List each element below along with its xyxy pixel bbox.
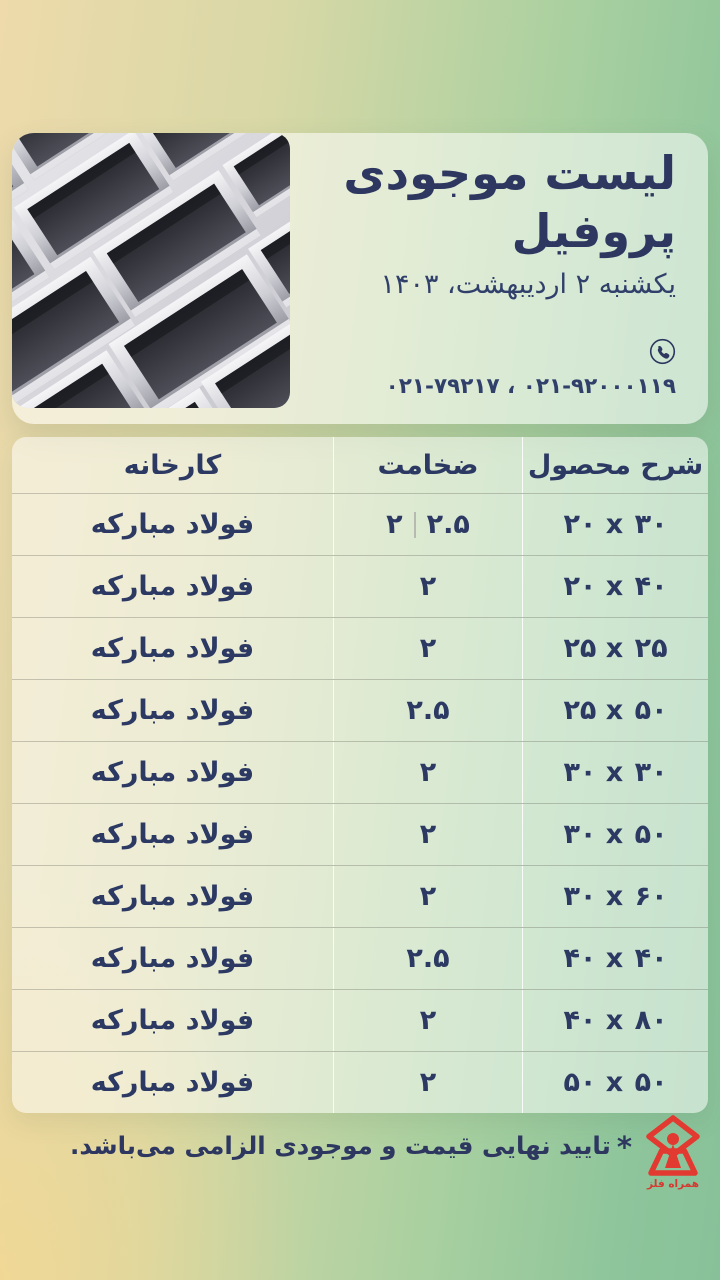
- factory-cell: فولاد مبارکه: [90, 695, 255, 726]
- table-row: ۴۰ x ۴۰ ۲.۵ فولاد مبارکه: [12, 927, 708, 989]
- page-title: لیست موجودی پروفیل: [308, 145, 676, 261]
- header-card: لیست موجودی پروفیل یکشنبه ۲ اردیبهشت، ۱۴…: [12, 133, 708, 424]
- table-row: ۲۵ x ۵۰ ۲.۵ فولاد مبارکه: [12, 679, 708, 741]
- thickness-cell: ۲: [333, 990, 523, 1051]
- thickness-cell: ۲: [333, 742, 523, 803]
- disclaimer-note: *تایید نهایی قیمت و موجودی الزامی می‌باش…: [70, 1130, 632, 1164]
- product-cell: ۴۰ x ۸۰: [563, 1005, 668, 1036]
- factory-cell: فولاد مبارکه: [90, 819, 255, 850]
- steel-profiles-photo: [12, 133, 290, 408]
- product-cell: ۵۰ x ۵۰: [563, 1067, 668, 1098]
- thickness-cell: ۲: [333, 804, 523, 865]
- thickness-cell: ۲: [333, 556, 523, 617]
- factory-cell: فولاد مبارکه: [90, 1067, 255, 1098]
- thickness-cell: ۲: [333, 866, 523, 927]
- table-row: ۳۰ x ۶۰ ۲ فولاد مبارکه: [12, 865, 708, 927]
- brand-emblem-icon: [646, 1115, 700, 1176]
- table-row: ۵۰ x ۵۰ ۲ فولاد مبارکه: [12, 1051, 708, 1113]
- brand-logo: همراه فلز: [638, 1114, 708, 1190]
- title-line-1: لیست موجودی: [343, 146, 676, 200]
- date-label: یکشنبه ۲ اردیبهشت، ۱۴۰۳: [380, 268, 676, 300]
- thickness-cell: ۲: [333, 1052, 523, 1113]
- table-row: ۲۰ x ۴۰ ۲ فولاد مبارکه: [12, 555, 708, 617]
- header-text-block: لیست موجودی پروفیل یکشنبه ۲ اردیبهشت، ۱۴…: [308, 133, 676, 424]
- product-cell: ۴۰ x ۴۰: [563, 943, 668, 974]
- steel-profiles-illustration: [12, 133, 290, 408]
- table-body: ۲۰ x ۳۰ ۲.۵ ۲ فولاد مبارکه ۲۰ x ۴۰ ۲ فولاد مبا…: [12, 493, 708, 1113]
- product-cell: ۳۰ x ۳۰: [563, 757, 668, 788]
- factory-cell: فولاد مبارکه: [90, 509, 255, 540]
- product-cell: ۲۰ x ۴۰: [563, 571, 668, 602]
- footer: همراه فلز *تایید نهایی قیمت و موجودی الز…: [12, 1114, 708, 1190]
- thickness-cell: ۲.۵: [333, 928, 523, 989]
- product-cell: ۲۰ x ۳۰: [563, 509, 668, 540]
- table-row: ۴۰ x ۸۰ ۲ فولاد مبارکه: [12, 989, 708, 1051]
- table-row: ۲۵ x ۲۵ ۲ فولاد مبارکه: [12, 617, 708, 679]
- table-row: ۲۰ x ۳۰ ۲.۵ ۲ فولاد مبارکه: [12, 493, 708, 555]
- contact-block: ۰۲۱-۹۲۰۰۰۱۱۹ ، ۰۲۱-۷۹۲۱۷: [308, 338, 676, 399]
- factory-cell: فولاد مبارکه: [90, 571, 255, 602]
- column-header-product: شرح محصول: [527, 449, 704, 481]
- table-header-row: شرح محصول ضخامت کارخانه: [12, 437, 708, 493]
- inventory-table: شرح محصول ضخامت کارخانه ۲۰ x ۳۰ ۲.۵ ۲ فولاد…: [12, 437, 708, 1113]
- thickness-cell: ۲: [333, 618, 523, 679]
- title-line-2: پروفیل: [511, 203, 676, 258]
- table-row: ۳۰ x ۳۰ ۲ فولاد مبارکه: [12, 741, 708, 803]
- table-row: ۳۰ x ۵۰ ۲ فولاد مبارکه: [12, 803, 708, 865]
- thickness-divider: [413, 511, 416, 538]
- phone-numbers: ۰۲۱-۹۲۰۰۰۱۱۹ ، ۰۲۱-۷۹۲۱۷: [385, 373, 676, 399]
- column-header-factory: کارخانه: [123, 449, 222, 481]
- factory-cell: فولاد مبارکه: [90, 943, 255, 974]
- phone-icon: [308, 338, 676, 365]
- factory-cell: فولاد مبارکه: [90, 881, 255, 912]
- brand-name: همراه فلز: [647, 1178, 699, 1190]
- product-cell: ۳۰ x ۵۰: [563, 819, 668, 850]
- disclaimer-text: تایید نهایی قیمت و موجودی الزامی می‌باشد…: [70, 1131, 611, 1160]
- factory-cell: فولاد مبارکه: [90, 633, 255, 664]
- thickness-cell: ۲.۵: [333, 680, 523, 741]
- factory-cell: فولاد مبارکه: [90, 1005, 255, 1036]
- factory-cell: فولاد مبارکه: [90, 757, 255, 788]
- product-cell: ۳۰ x ۶۰: [563, 881, 668, 912]
- product-cell: ۲۵ x ۲۵: [563, 633, 668, 664]
- product-cell: ۲۵ x ۵۰: [563, 695, 668, 726]
- thickness-cell: ۲.۵ ۲: [333, 494, 523, 555]
- column-header-thickness: ضخامت: [333, 437, 523, 493]
- asterisk-marker: *: [616, 1130, 632, 1164]
